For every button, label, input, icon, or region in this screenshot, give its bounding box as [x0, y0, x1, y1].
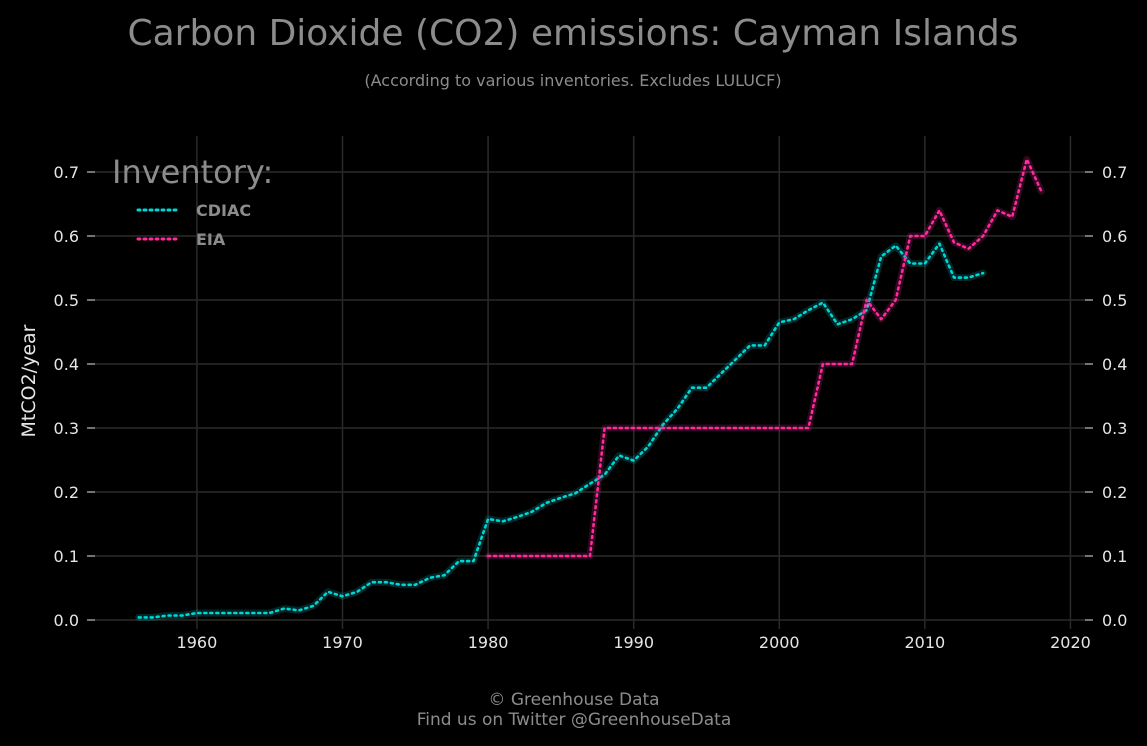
- footer-copyright: © Greenhouse Data: [488, 690, 659, 710]
- y-tick-label-left: 0.1: [54, 547, 79, 566]
- y-tick-label-left: 0.6: [54, 227, 79, 246]
- footer-twitter: Find us on Twitter @GreenhouseData: [417, 710, 732, 730]
- y-tick-label-right: 0.0: [1102, 611, 1127, 630]
- chart-title: Carbon Dioxide (CO2) emissions: Cayman I…: [127, 13, 1018, 54]
- series-lines: [135, 155, 1045, 621]
- y-tick-label-right: 0.6: [1102, 227, 1127, 246]
- y-tick-label-left: 0.5: [54, 291, 79, 310]
- y-tick-label-left: 0.3: [54, 419, 79, 438]
- x-tick-label: 2010: [904, 633, 945, 652]
- y-tick-label-right: 0.2: [1102, 483, 1127, 502]
- series-line-eia: [486, 157, 1043, 558]
- y-tick-label-left: 0.4: [54, 355, 79, 374]
- y-axis-label: MtCO2/year: [18, 324, 40, 437]
- x-tick-label: 1960: [177, 633, 218, 652]
- legend-label-cdiac: CDIAC: [196, 201, 251, 220]
- x-tick-label: 2020: [1050, 633, 1091, 652]
- grid-lines: [95, 136, 1085, 621]
- x-tick-label: 1990: [613, 633, 654, 652]
- y-tick-label-left: 0.2: [54, 483, 79, 502]
- y-tick-label-right: 0.5: [1102, 291, 1127, 310]
- y-tick-label-left: 0.0: [54, 611, 79, 630]
- y-tick-label-right: 0.1: [1102, 547, 1127, 566]
- y-tick-label-right: 0.7: [1102, 163, 1127, 182]
- y-tick-label-right: 0.4: [1102, 355, 1127, 374]
- series-line-cdiac: [137, 242, 985, 619]
- chart-subtitle: (According to various inventories. Exclu…: [364, 71, 781, 90]
- legend-title: Inventory:: [112, 153, 273, 191]
- x-tick-label: 1980: [468, 633, 509, 652]
- y-tick-label-left: 0.7: [54, 163, 79, 182]
- axes: 1960 1970 1980 1990 2000 2010 2020 0.0 0.0 0.1 0.1…: [54, 163, 1128, 652]
- legend-label-eia: EIA: [196, 230, 226, 249]
- legend: Inventory: CDIAC EIA: [112, 153, 273, 249]
- x-tick-label: 2000: [759, 633, 800, 652]
- x-tick-label: 1970: [322, 633, 363, 652]
- y-tick-label-right: 0.3: [1102, 419, 1127, 438]
